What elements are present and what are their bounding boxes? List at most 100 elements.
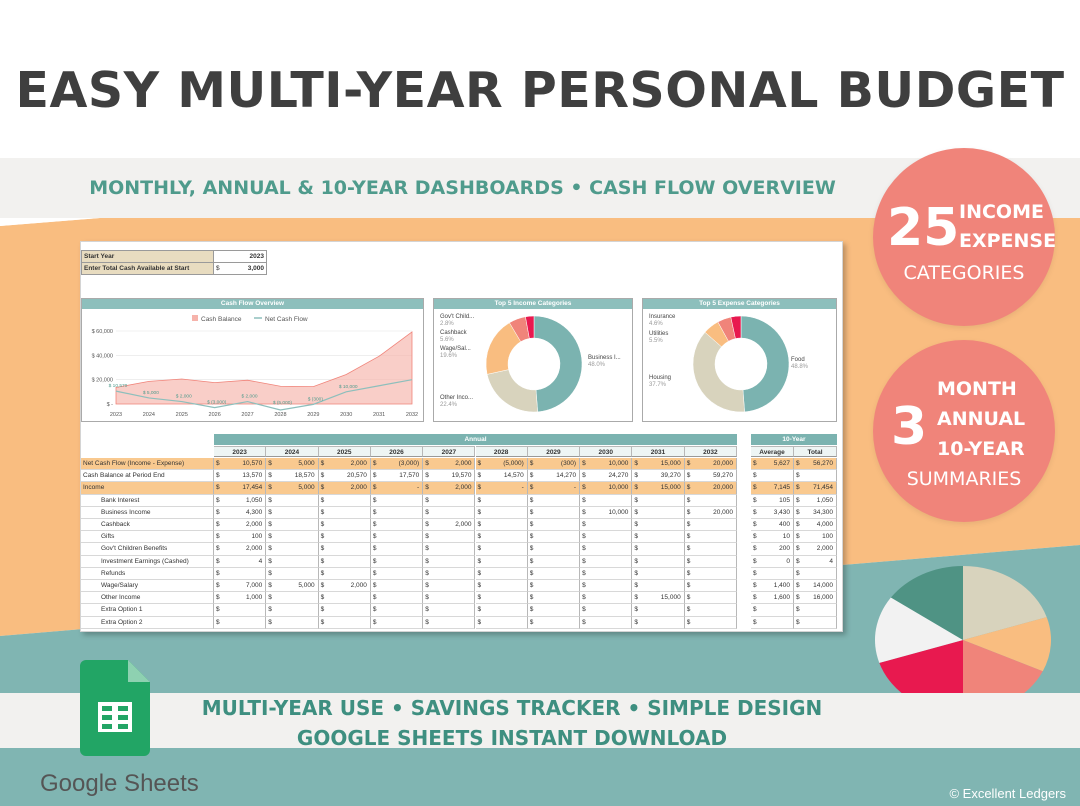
year-cell: $ [370, 567, 424, 580]
currency-symbol: $ [529, 484, 534, 492]
currency-symbol: $ [634, 569, 639, 577]
start-year-input[interactable]: 2023 [213, 250, 267, 263]
cell-value[interactable]: 0 [786, 557, 790, 565]
year-cell: $ [527, 567, 581, 580]
cell-value[interactable]: 10,000 [608, 484, 629, 492]
cell-value[interactable]: 34,300 [813, 508, 833, 516]
cell-value[interactable]: 2,000 [455, 460, 472, 467]
currency-symbol: $ [796, 582, 800, 589]
slice-percent: 19.6% [440, 353, 458, 359]
cell-value[interactable]: 59,270 [713, 472, 733, 480]
cell-value[interactable]: 10,570 [242, 460, 263, 467]
cell-value[interactable]: 39,270 [660, 472, 681, 480]
cell-value[interactable]: 24,270 [608, 472, 629, 480]
currency-symbol: $ [216, 521, 220, 528]
currency-symbol: $ [477, 496, 482, 504]
cell-value[interactable]: 5,000 [298, 460, 315, 467]
cell-value[interactable]: 13,570 [242, 472, 263, 480]
cell-value[interactable]: 20,570 [347, 472, 367, 480]
cell-value[interactable]: 10,000 [608, 508, 629, 516]
cell-value[interactable]: 10 [782, 533, 790, 541]
cell-value[interactable]: 20,000 [713, 484, 733, 492]
cell-value[interactable]: 1,000 [246, 594, 263, 602]
cell-value[interactable]: 4,000 [816, 521, 833, 528]
cell-value[interactable]: 10,000 [608, 460, 629, 467]
cell-value[interactable]: (5,000) [503, 460, 524, 467]
currency-symbol: $ [477, 557, 482, 565]
cell-value[interactable]: 2,000 [246, 521, 263, 528]
cell-value[interactable]: 7,000 [246, 582, 263, 589]
currency-symbol: $ [425, 533, 429, 541]
cell-value[interactable]: 2,000 [455, 521, 472, 528]
cell-value[interactable]: 1,400 [773, 582, 790, 589]
cell-value[interactable]: 4 [258, 557, 263, 565]
cell-value[interactable]: 1,050 [816, 496, 833, 504]
slice-percent: 2.8% [440, 321, 454, 327]
cell-value[interactable]: 14,270 [556, 472, 577, 480]
year-cell: $2,000 [214, 519, 267, 532]
cell-value[interactable]: 7,145 [773, 484, 790, 492]
badge-line: MONTH [937, 378, 1017, 400]
slice-percent: 37.7% [649, 382, 667, 388]
badge-line: 10-YEAR [937, 438, 1025, 460]
average-cell: $0 [751, 555, 794, 568]
cell-value[interactable]: - [573, 484, 577, 492]
cell-value[interactable]: 20,000 [713, 508, 733, 516]
cell-value[interactable]: 20,000 [713, 460, 733, 467]
cell-value[interactable]: 100 [822, 533, 833, 541]
cell-value[interactable]: 56,270 [813, 460, 833, 467]
currency-symbol: $ [477, 545, 482, 553]
chart-title: Cash Flow Overview [82, 299, 423, 309]
cell-value[interactable]: 15,000 [660, 484, 681, 492]
cell-value[interactable]: 105 [779, 496, 790, 504]
cash-start-input[interactable]: 3,000 [221, 262, 267, 275]
cell-value[interactable]: - [417, 484, 420, 492]
year-cell: $2,000 [214, 543, 267, 556]
year-cell: $ [266, 555, 319, 568]
cell-value[interactable]: 15,000 [660, 460, 681, 467]
cell-value[interactable]: 5,000 [298, 582, 315, 589]
cell-value[interactable]: 18,570 [294, 472, 315, 480]
year-cell: $ [580, 616, 633, 629]
cell-value[interactable]: (300) [560, 460, 577, 467]
year-cell: $ [632, 616, 685, 629]
total-cell: $71,454 [794, 482, 837, 495]
cell-value[interactable]: (3,000) [398, 460, 420, 467]
cell-value[interactable]: - [521, 484, 524, 492]
cell-value[interactable]: 4 [829, 557, 833, 565]
cell-value[interactable]: 2,000 [350, 582, 367, 589]
cell-value[interactable]: 16,000 [813, 594, 833, 602]
year-cell: $ [423, 494, 476, 507]
table-row: Extra Option 1 $ $ $ $ $ $ $ $ $ $ $ $ [81, 604, 842, 617]
currency-symbol: $ [216, 582, 220, 589]
year-cell: $ [684, 531, 737, 544]
cell-value[interactable]: 71,454 [813, 484, 833, 492]
cell-value[interactable]: 1,600 [773, 594, 790, 602]
cell-value[interactable]: 5,627 [773, 460, 790, 467]
cell-value[interactable]: 4,300 [246, 508, 263, 516]
year-cell: $ [318, 543, 371, 556]
cell-value[interactable]: 14,570 [503, 472, 524, 480]
cell-value[interactable]: 14,000 [813, 582, 833, 589]
row-label: Cash Balance at Period End [81, 470, 214, 483]
cell-value[interactable]: 2,000 [350, 484, 367, 492]
year-cell: $19,570 [423, 470, 476, 483]
cell-value[interactable]: 17,454 [242, 484, 263, 492]
cell-value[interactable]: 100 [251, 533, 263, 541]
currency-symbol: $ [216, 606, 220, 614]
cell-value[interactable]: 15,000 [660, 594, 681, 602]
cell-value[interactable]: 17,570 [399, 472, 420, 480]
cell-value[interactable]: 19,570 [451, 472, 472, 480]
year-cell: $ [527, 592, 581, 605]
cell-value[interactable]: 200 [779, 545, 790, 553]
cell-value[interactable]: 5,000 [298, 484, 315, 492]
cell-value[interactable]: 2,000 [816, 545, 833, 553]
cell-value[interactable]: 1,050 [246, 496, 263, 504]
currency-symbol: $ [268, 545, 272, 553]
cell-value[interactable]: 400 [779, 521, 790, 528]
cell-value[interactable]: 2,000 [455, 484, 472, 492]
cell-value[interactable]: 2,000 [350, 460, 367, 467]
cell-value[interactable]: 2,000 [246, 545, 263, 553]
cell-value[interactable]: 3,430 [773, 508, 790, 516]
currency-symbol: $ [686, 594, 691, 602]
